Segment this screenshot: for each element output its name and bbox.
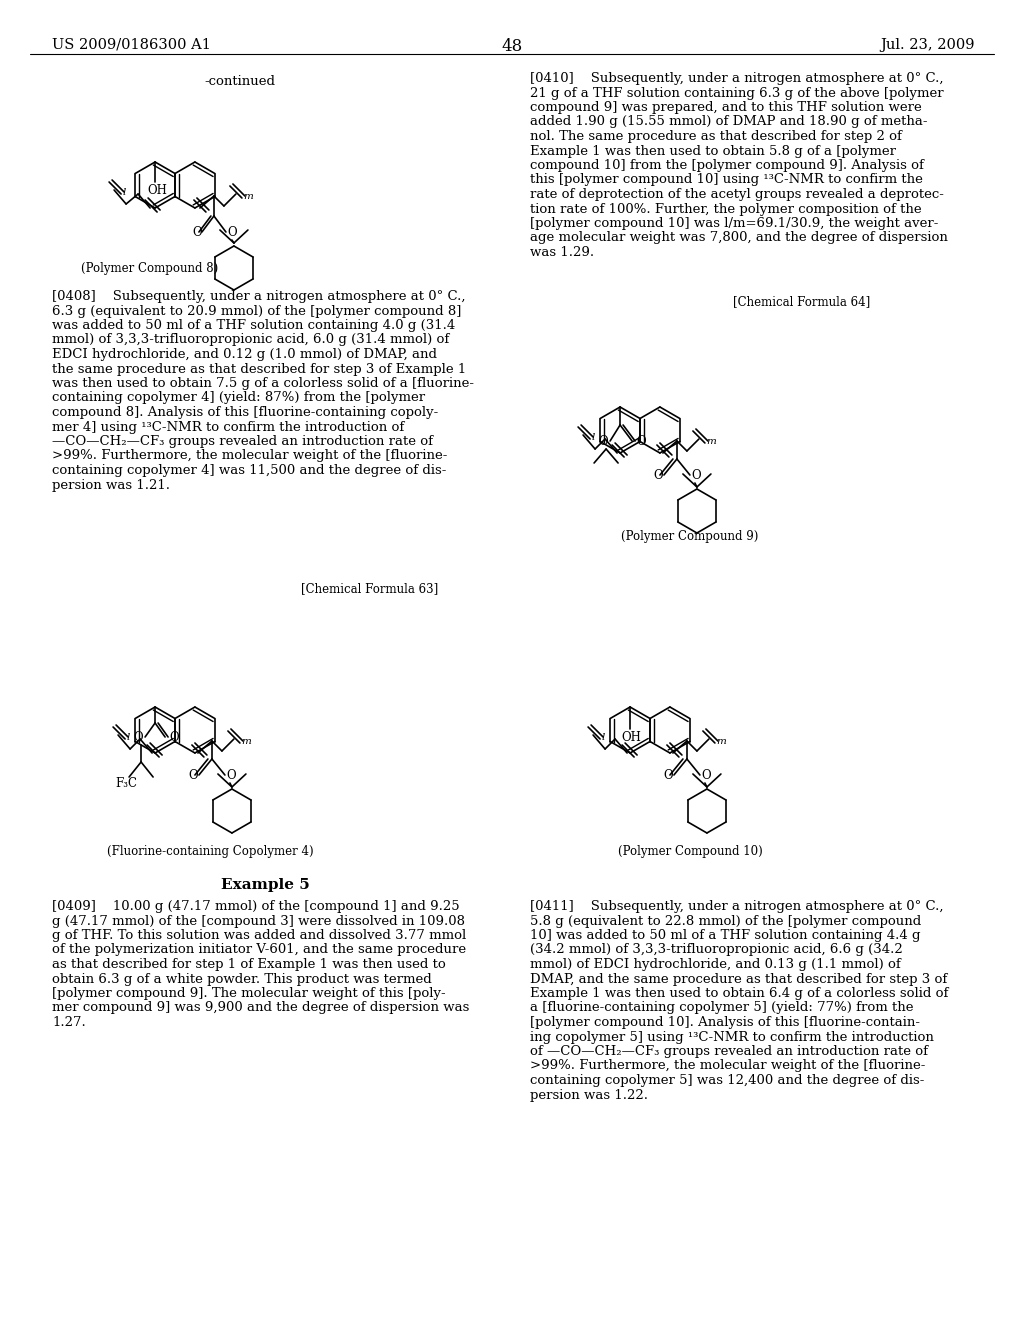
Text: OH: OH [622,731,641,744]
Text: US 2009/0186300 A1: US 2009/0186300 A1 [52,38,211,51]
Text: nol. The same procedure as that described for step 2 of: nol. The same procedure as that describe… [530,129,902,143]
Text: l: l [122,187,126,197]
Text: l: l [126,733,129,742]
Text: m: m [243,191,253,201]
Text: -continued: -continued [205,75,275,88]
Text: persion was 1.22.: persion was 1.22. [530,1089,648,1101]
Text: O: O [133,731,142,744]
Text: O: O [691,469,700,482]
Text: [polymer compound 9]. The molecular weight of this [poly-: [polymer compound 9]. The molecular weig… [52,987,445,1001]
Text: [0411]    Subsequently, under a nitrogen atmosphere at 0° C.,: [0411] Subsequently, under a nitrogen at… [530,900,943,913]
Text: 1.27.: 1.27. [52,1016,86,1030]
Text: was then used to obtain 7.5 g of a colorless solid of a [fluorine-: was then used to obtain 7.5 g of a color… [52,378,474,389]
Text: compound 8]. Analysis of this [fluorine-containing copoly-: compound 8]. Analysis of this [fluorine-… [52,407,438,418]
Text: was 1.29.: was 1.29. [530,246,594,259]
Text: mer compound 9] was 9,900 and the degree of dispersion was: mer compound 9] was 9,900 and the degree… [52,1002,469,1015]
Text: m: m [716,737,726,746]
Text: [polymer compound 10] was l/m=69.1/30.9, the weight aver-: [polymer compound 10] was l/m=69.1/30.9,… [530,216,938,230]
Text: >99%. Furthermore, the molecular weight of the [fluorine-: >99%. Furthermore, the molecular weight … [52,450,447,462]
Text: Jul. 23, 2009: Jul. 23, 2009 [881,38,975,51]
Text: (34.2 mmol) of 3,3,3-trifluoropropionic acid, 6.6 g (34.2: (34.2 mmol) of 3,3,3-trifluoropropionic … [530,944,903,957]
Text: 10] was added to 50 ml of a THF solution containing 4.4 g: 10] was added to 50 ml of a THF solution… [530,929,921,942]
Text: tion rate of 100%. Further, the polymer composition of the: tion rate of 100%. Further, the polymer … [530,202,922,215]
Text: O: O [227,226,237,239]
Text: compound 10] from the [polymer compound 9]. Analysis of: compound 10] from the [polymer compound … [530,158,924,172]
Text: [0410]    Subsequently, under a nitrogen atmosphere at 0° C.,: [0410] Subsequently, under a nitrogen at… [530,73,943,84]
Text: 5.8 g (equivalent to 22.8 mmol) of the [polymer compound: 5.8 g (equivalent to 22.8 mmol) of the [… [530,915,922,928]
Text: persion was 1.21.: persion was 1.21. [52,479,170,491]
Text: O: O [700,770,711,781]
Text: [polymer compound 10]. Analysis of this [fluorine-contain-: [polymer compound 10]. Analysis of this … [530,1016,920,1030]
Text: a [fluorine-containing copolymer 5] (yield: 77%) from the: a [fluorine-containing copolymer 5] (yie… [530,1002,913,1015]
Text: F₃C: F₃C [115,777,137,789]
Text: OH: OH [147,183,167,197]
Text: O: O [636,436,646,447]
Text: mmol) of 3,3,3-trifluoropropionic acid, 6.0 g (31.4 mmol) of: mmol) of 3,3,3-trifluoropropionic acid, … [52,334,450,346]
Text: (Polymer Compound 9): (Polymer Compound 9) [622,531,759,543]
Text: containing copolymer 5] was 12,400 and the degree of dis-: containing copolymer 5] was 12,400 and t… [530,1074,925,1086]
Text: obtain 6.3 g of a white powder. This product was termed: obtain 6.3 g of a white powder. This pro… [52,973,432,986]
Text: compound 9] was prepared, and to this THF solution were: compound 9] was prepared, and to this TH… [530,102,922,114]
Text: (Fluorine-containing Copolymer 4): (Fluorine-containing Copolymer 4) [106,845,313,858]
Text: as that described for step 1 of Example 1 was then used to: as that described for step 1 of Example … [52,958,445,972]
Text: [Chemical Formula 63]: [Chemical Formula 63] [301,582,438,595]
Text: m: m [706,437,716,446]
Text: m: m [241,737,251,746]
Text: O: O [653,469,663,482]
Text: mer 4] using ¹³C-NMR to confirm the introduction of: mer 4] using ¹³C-NMR to confirm the intr… [52,421,404,433]
Text: DMAP, and the same procedure as that described for step 3 of: DMAP, and the same procedure as that des… [530,973,947,986]
Text: l: l [601,733,604,742]
Text: was added to 50 ml of a THF solution containing 4.0 g (31.4: was added to 50 ml of a THF solution con… [52,319,456,333]
Text: l: l [591,433,595,442]
Text: this [polymer compound 10] using ¹³C-NMR to confirm the: this [polymer compound 10] using ¹³C-NMR… [530,173,923,186]
Text: of —CO—CH₂—CF₃ groups revealed an introduction rate of: of —CO—CH₂—CF₃ groups revealed an introd… [530,1045,928,1059]
Text: ing copolymer 5] using ¹³C-NMR to confirm the introduction: ing copolymer 5] using ¹³C-NMR to confir… [530,1031,934,1044]
Text: containing copolymer 4] was 11,500 and the degree of dis-: containing copolymer 4] was 11,500 and t… [52,465,446,477]
Text: age molecular weight was 7,800, and the degree of dispersion: age molecular weight was 7,800, and the … [530,231,948,244]
Text: mmol) of EDCI hydrochloride, and 0.13 g (1.1 mmol) of: mmol) of EDCI hydrochloride, and 0.13 g … [530,958,901,972]
Text: O: O [191,226,202,239]
Text: O: O [598,436,607,447]
Text: of the polymerization initiator V-601, and the same procedure: of the polymerization initiator V-601, a… [52,944,466,957]
Text: [Chemical Formula 64]: [Chemical Formula 64] [733,294,870,308]
Text: Example 5: Example 5 [220,878,309,892]
Text: Example 1 was then used to obtain 6.4 g of a colorless solid of: Example 1 was then used to obtain 6.4 g … [530,987,948,1001]
Text: rate of deprotection of the acetyl groups revealed a deprotec-: rate of deprotection of the acetyl group… [530,187,944,201]
Text: (Polymer Compound 8): (Polymer Compound 8) [81,261,219,275]
Text: O: O [226,770,236,781]
Text: —CO—CH₂—CF₃ groups revealed an introduction rate of: —CO—CH₂—CF₃ groups revealed an introduct… [52,436,433,447]
Text: 6.3 g (equivalent to 20.9 mmol) of the [polymer compound 8]: 6.3 g (equivalent to 20.9 mmol) of the [… [52,305,462,318]
Text: [0408]    Subsequently, under a nitrogen atmosphere at 0° C.,: [0408] Subsequently, under a nitrogen at… [52,290,466,304]
Text: [0409]    10.00 g (47.17 mmol) of the [compound 1] and 9.25: [0409] 10.00 g (47.17 mmol) of the [comp… [52,900,460,913]
Text: O: O [663,770,673,781]
Text: Example 1 was then used to obtain 5.8 g of a [polymer: Example 1 was then used to obtain 5.8 g … [530,144,896,157]
Text: (Polymer Compound 10): (Polymer Compound 10) [617,845,763,858]
Text: O: O [169,731,179,744]
Text: g of THF. To this solution was added and dissolved 3.77 mmol: g of THF. To this solution was added and… [52,929,466,942]
Text: added 1.90 g (15.55 mmol) of DMAP and 18.90 g of metha-: added 1.90 g (15.55 mmol) of DMAP and 18… [530,116,928,128]
Text: containing copolymer 4] (yield: 87%) from the [polymer: containing copolymer 4] (yield: 87%) fro… [52,392,425,404]
Text: the same procedure as that described for step 3 of Example 1: the same procedure as that described for… [52,363,466,375]
Text: 21 g of a THF solution containing 6.3 g of the above [polymer: 21 g of a THF solution containing 6.3 g … [530,87,944,99]
Text: O: O [188,770,198,781]
Text: EDCI hydrochloride, and 0.12 g (1.0 mmol) of DMAP, and: EDCI hydrochloride, and 0.12 g (1.0 mmol… [52,348,437,360]
Text: >99%. Furthermore, the molecular weight of the [fluorine-: >99%. Furthermore, the molecular weight … [530,1060,926,1072]
Text: 48: 48 [502,38,522,55]
Text: g (47.17 mmol) of the [compound 3] were dissolved in 109.08: g (47.17 mmol) of the [compound 3] were … [52,915,465,928]
